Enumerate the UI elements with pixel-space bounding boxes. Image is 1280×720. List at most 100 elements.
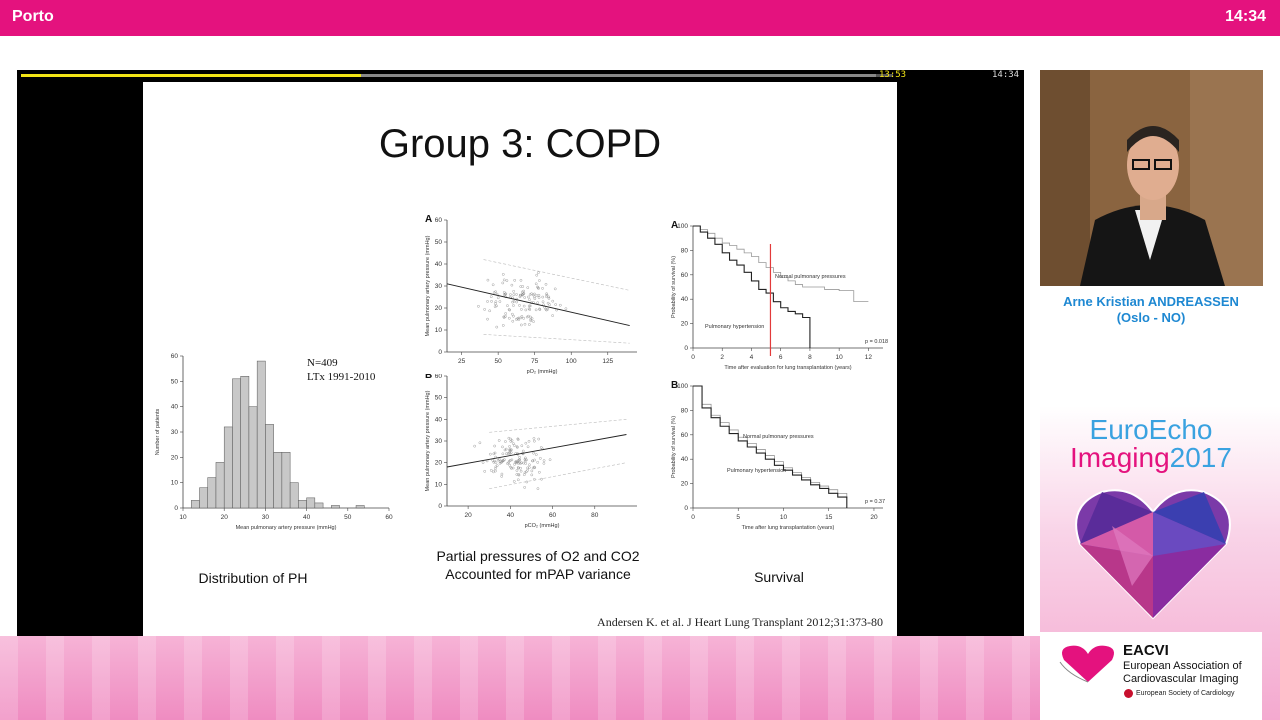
scatter-point xyxy=(533,295,536,299)
scatter-point xyxy=(522,461,525,465)
x-tick-label: 20 xyxy=(464,512,472,519)
citation: Andersen K. et al. J Heart Lung Transpla… xyxy=(597,615,883,629)
scatter-point xyxy=(535,294,539,297)
scatter-point xyxy=(520,315,524,318)
y-tick-label: 30 xyxy=(435,283,443,290)
scatter-point xyxy=(515,293,518,296)
scatter-point xyxy=(500,475,503,478)
scatter-point xyxy=(526,445,530,449)
scatter-point xyxy=(496,296,500,300)
scatter-point xyxy=(490,300,493,303)
progress-bar[interactable] xyxy=(21,74,893,77)
label-normal-pressures: Normal pulmonary pressures xyxy=(743,434,814,440)
scatter-point xyxy=(522,292,525,296)
scatter-point xyxy=(495,464,499,467)
y-tick-label: 80 xyxy=(681,247,689,254)
panel-label: A xyxy=(671,220,678,231)
scatter-point xyxy=(510,439,514,442)
scatter-point xyxy=(505,452,508,456)
scatter-point xyxy=(516,446,519,449)
eacvi-line-1: European Association of xyxy=(1123,660,1242,672)
histogram-bar xyxy=(281,452,291,509)
caption-distribution: Distribution of PH xyxy=(198,570,308,586)
y-tick-label: 50 xyxy=(171,378,179,385)
panel-label: B xyxy=(425,374,432,381)
y-tick-label: 10 xyxy=(435,481,443,488)
scatter-point xyxy=(548,303,551,306)
scatter-point xyxy=(520,444,524,448)
location-label: Porto xyxy=(12,8,54,25)
scatter-point xyxy=(507,461,511,464)
annotation-ltx: LTx 1991-2010 xyxy=(307,371,376,383)
scatter-point xyxy=(537,271,540,274)
x-tick-label: 10 xyxy=(780,514,788,521)
scatter-point xyxy=(526,286,530,289)
scatter-point xyxy=(501,273,505,276)
scatter-point xyxy=(523,458,527,461)
scatter-point xyxy=(508,316,511,320)
panel-label: A xyxy=(425,214,432,225)
scatter-point xyxy=(510,448,513,452)
scatter-point xyxy=(513,463,516,466)
scatter-point xyxy=(512,299,516,303)
x-tick-label: 40 xyxy=(303,514,311,521)
scatter-point xyxy=(494,465,498,469)
scatter-point xyxy=(529,318,532,321)
scatter-point xyxy=(527,314,530,318)
ci-upper-line xyxy=(489,419,627,433)
scatter-point xyxy=(513,444,516,447)
x-tick-label: 10 xyxy=(179,514,187,521)
x-axis-label: pO₂ (mmHg) xyxy=(527,369,558,375)
y-tick-label: 20 xyxy=(681,481,689,488)
scatter-point xyxy=(519,279,523,282)
euroecho-logo: EuroEcho Imaging2017 xyxy=(1040,416,1262,472)
scatter-point xyxy=(508,451,511,454)
scatter-point xyxy=(500,472,504,476)
scatter-point xyxy=(491,458,495,462)
scatter-point xyxy=(533,439,536,443)
scatter-point xyxy=(518,455,521,459)
histogram-bar xyxy=(355,505,365,509)
y-tick-label: 50 xyxy=(435,239,443,246)
scatter-point xyxy=(546,307,550,311)
scatter-point xyxy=(518,295,522,299)
scatter-point xyxy=(505,279,509,282)
scatter-point xyxy=(524,470,528,474)
scatter-point xyxy=(486,278,490,282)
scatter-point xyxy=(523,473,526,476)
scatter-point xyxy=(553,287,557,291)
x-tick-label: 15 xyxy=(825,514,833,521)
video-player[interactable]: 13:53 14:34 Group 3: COPD 10 20 30 40 50 60 0 1… xyxy=(17,70,1024,636)
x-tick-label: 125 xyxy=(602,358,613,365)
scatter-point xyxy=(508,308,511,312)
scatter-point xyxy=(512,290,515,293)
histogram-bar xyxy=(256,360,266,509)
eacvi-logo: EACVI European Association of Cardiovasc… xyxy=(1040,632,1262,720)
scatter-point xyxy=(494,290,497,294)
scatter-point xyxy=(542,459,546,462)
y-tick-label: 60 xyxy=(435,374,443,380)
scatter-point xyxy=(513,279,516,282)
scatter-point xyxy=(499,461,503,464)
scatter-point xyxy=(483,308,486,311)
histogram-bar xyxy=(265,424,274,509)
city-skyline-backdrop xyxy=(0,636,1040,720)
scatter-point xyxy=(489,469,493,472)
scatter-point xyxy=(492,470,495,474)
scatter-point xyxy=(541,295,545,299)
scatter-point xyxy=(495,325,499,329)
scatter-point xyxy=(512,293,516,296)
scatter-point xyxy=(512,442,515,445)
scatter-point xyxy=(481,461,485,464)
speaker-affiliation: (Oslo - NO) xyxy=(1116,310,1186,325)
x-axis-label: Time after evaluation for lung transplan… xyxy=(724,365,851,371)
y-tick-label: 100 xyxy=(677,383,688,390)
y-tick-label: 60 xyxy=(681,272,689,279)
scatter-point xyxy=(539,457,542,460)
scatter-point xyxy=(501,281,505,285)
histogram-bar xyxy=(289,482,299,509)
scatter-point xyxy=(527,307,531,311)
caption-partial-pressures-2: Accounted for mPAP variance xyxy=(445,566,631,582)
scatter-point xyxy=(504,312,507,315)
scatter-point xyxy=(554,303,557,306)
